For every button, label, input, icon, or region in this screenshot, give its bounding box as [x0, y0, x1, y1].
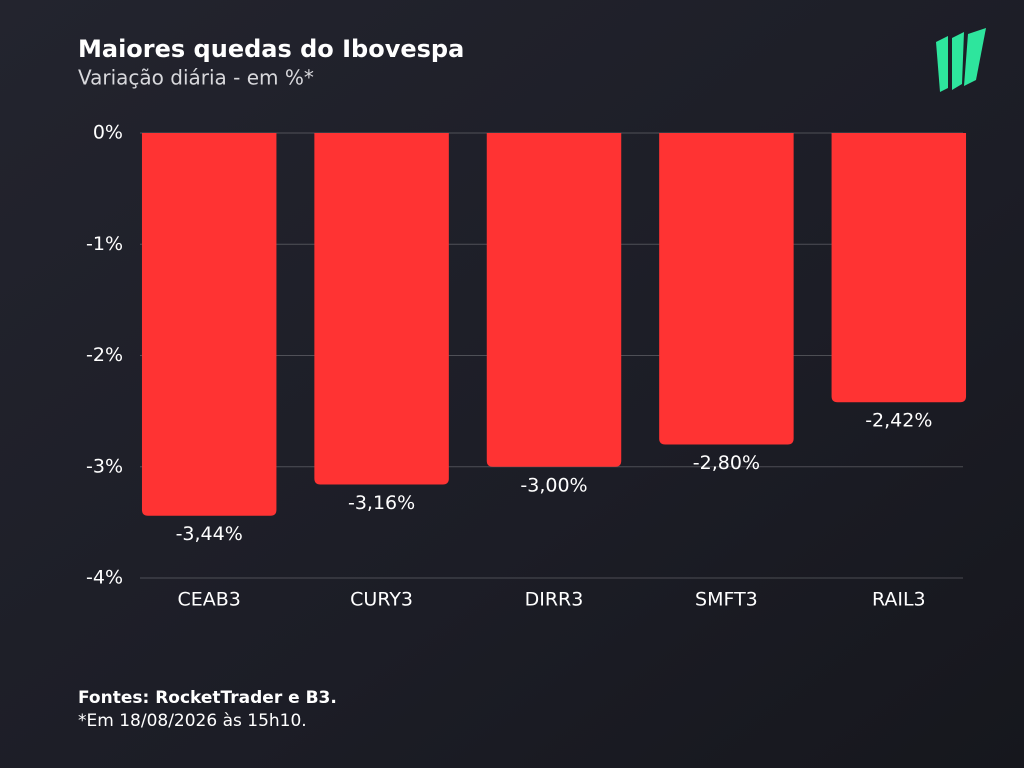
chart-title: Maiores quedas do Ibovespa	[78, 35, 464, 63]
y-tick-label: 0%	[93, 122, 123, 144]
value-label: -3,44%	[176, 523, 243, 545]
x-tick-label: RAIL3	[872, 589, 926, 611]
x-tick-label: CURY3	[350, 589, 413, 611]
y-tick-label: -4%	[86, 567, 123, 589]
bar	[141, 133, 277, 516]
value-label: -3,16%	[348, 492, 415, 514]
value-label: -3,00%	[520, 474, 587, 496]
value-label: -2,80%	[693, 452, 760, 474]
y-tick-label: -2%	[86, 344, 123, 366]
bar	[659, 133, 794, 445]
y-tick-label: -1%	[86, 233, 123, 255]
x-tick-label: SMFT3	[695, 589, 758, 611]
source: Fontes: RocketTrader e B3.	[78, 688, 337, 708]
bar	[831, 133, 967, 403]
x-tick-label: DIRR3	[525, 589, 584, 611]
bar	[314, 133, 449, 485]
note: *Em 18/08/2026 às 15h10.	[78, 711, 307, 731]
chart-subtitle: Variação diária - em %*	[78, 66, 314, 90]
logo	[936, 28, 986, 92]
bar	[486, 133, 622, 467]
y-tick-label: -3%	[86, 455, 123, 477]
value-label: -2,42%	[865, 410, 932, 432]
x-tick-label: CEAB3	[177, 589, 240, 611]
